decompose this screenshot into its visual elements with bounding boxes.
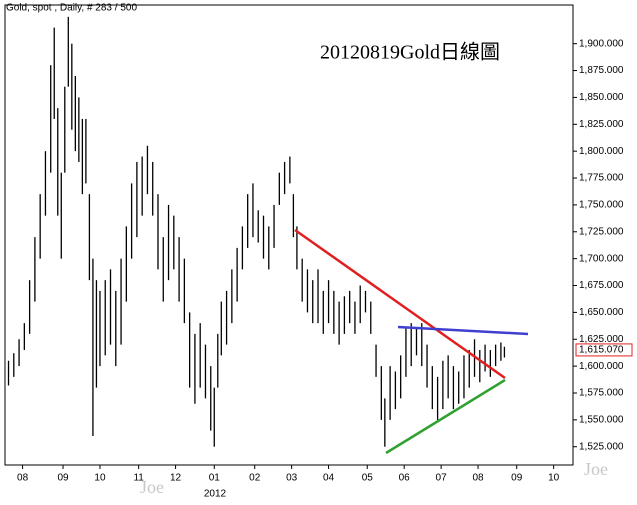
y-tick-label: 1,750.000 bbox=[579, 200, 624, 211]
y-tick-label: 1,675.000 bbox=[579, 280, 624, 291]
y-tick-label: 1,550.000 bbox=[579, 415, 624, 426]
x-tick-label: 08 bbox=[472, 473, 484, 484]
trendline bbox=[385, 378, 506, 455]
plot-frame bbox=[4, 4, 574, 466]
x-tick-label: 01 bbox=[209, 473, 221, 484]
y-tick-label: 1,775.000 bbox=[579, 173, 624, 184]
y-tick-label: 1,725.000 bbox=[579, 226, 624, 237]
watermark: Joe bbox=[140, 477, 164, 497]
last-value-label: 1,615.070 bbox=[579, 345, 624, 356]
y-tick-label: 1,900.000 bbox=[579, 38, 624, 49]
y-tick-label: 1,650.000 bbox=[579, 307, 624, 318]
x-tick-label: 07 bbox=[436, 473, 448, 484]
y-tick-label: 1,600.000 bbox=[579, 361, 624, 372]
chart-title: 20120819Gold日線圖 bbox=[320, 41, 500, 64]
x-tick-label: 04 bbox=[323, 473, 335, 484]
y-tick-label: 1,625.000 bbox=[579, 334, 624, 345]
x-tick-label: 09 bbox=[511, 473, 523, 484]
x-tick-label: 12 bbox=[170, 473, 182, 484]
x-tick-label: 06 bbox=[399, 473, 411, 484]
x-tick-label: 08 bbox=[17, 473, 29, 484]
y-tick-label: 1,825.000 bbox=[579, 119, 624, 130]
x-tick-label: 10 bbox=[548, 473, 560, 484]
header: Gold, spot , Daily, # 283 / 500 bbox=[6, 3, 137, 14]
watermark: Joe bbox=[584, 459, 608, 479]
year-label: 2012 bbox=[204, 489, 227, 500]
bars bbox=[7, 16, 506, 447]
x-tick-label: 03 bbox=[286, 473, 298, 484]
x-tick-label: 05 bbox=[362, 473, 374, 484]
trendline bbox=[397, 325, 529, 336]
x-tick-label: 02 bbox=[249, 473, 261, 484]
x-tick-label: 09 bbox=[57, 473, 69, 484]
y-tick-label: 1,850.000 bbox=[579, 92, 624, 103]
y-tick-label: 1,525.000 bbox=[579, 441, 624, 452]
y-tick-label: 1,575.000 bbox=[579, 388, 624, 399]
x-tick-label: 11 bbox=[133, 473, 144, 484]
y-tick-label: 1,875.000 bbox=[579, 65, 624, 76]
last-value-box bbox=[575, 343, 633, 357]
y-tick-label: 1,800.000 bbox=[579, 146, 624, 157]
y-tick-label: 1,700.000 bbox=[579, 253, 624, 264]
trendline bbox=[294, 228, 506, 380]
x-tick-label: 10 bbox=[94, 473, 106, 484]
